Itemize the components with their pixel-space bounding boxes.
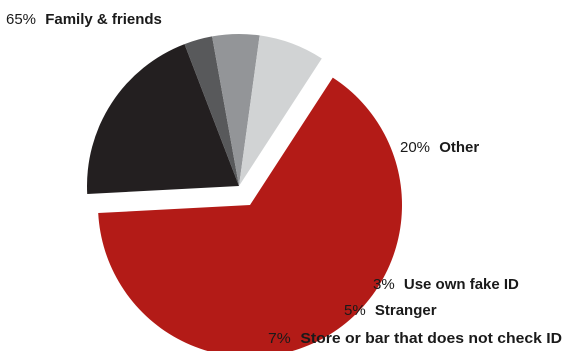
slice-name-use-own-fake-id: Use own fake ID bbox=[404, 276, 519, 293]
pie-slices bbox=[87, 34, 402, 351]
slice-name-stranger: Stranger bbox=[375, 302, 437, 319]
label-family-friends: 65% Family & friends bbox=[6, 11, 162, 28]
slice-labels: 65% Family & friends 20% Other 3% Use ow… bbox=[6, 11, 562, 347]
value-label-other: 20% bbox=[400, 139, 430, 156]
value-label-use-own-fake-id: 3% bbox=[373, 276, 395, 293]
pie-slice-family-friends bbox=[98, 77, 402, 351]
label-other: 20% Other bbox=[400, 139, 479, 156]
value-label-store-or-bar: 7% bbox=[268, 330, 291, 347]
label-stranger: 5% Stranger bbox=[344, 302, 437, 319]
value-label-stranger: 5% bbox=[344, 302, 366, 319]
pie-slice-stranger bbox=[212, 34, 260, 187]
label-use-own-fake-id: 3% Use own fake ID bbox=[373, 276, 519, 293]
pie-slice-other bbox=[87, 44, 240, 194]
label-store-or-bar: 7% Store or bar that does not check ID bbox=[268, 330, 562, 347]
slice-name-other: Other bbox=[439, 139, 479, 156]
slice-name-store-or-bar: Store or bar that does not check ID bbox=[300, 330, 562, 347]
value-label-family-friends: 65% bbox=[6, 11, 36, 28]
pie-slice-use-own-fake-id bbox=[184, 36, 239, 186]
slice-name-family-friends: Family & friends bbox=[45, 11, 162, 28]
pie-slice-store-or-bar-that-does-not-check-id bbox=[239, 35, 322, 187]
